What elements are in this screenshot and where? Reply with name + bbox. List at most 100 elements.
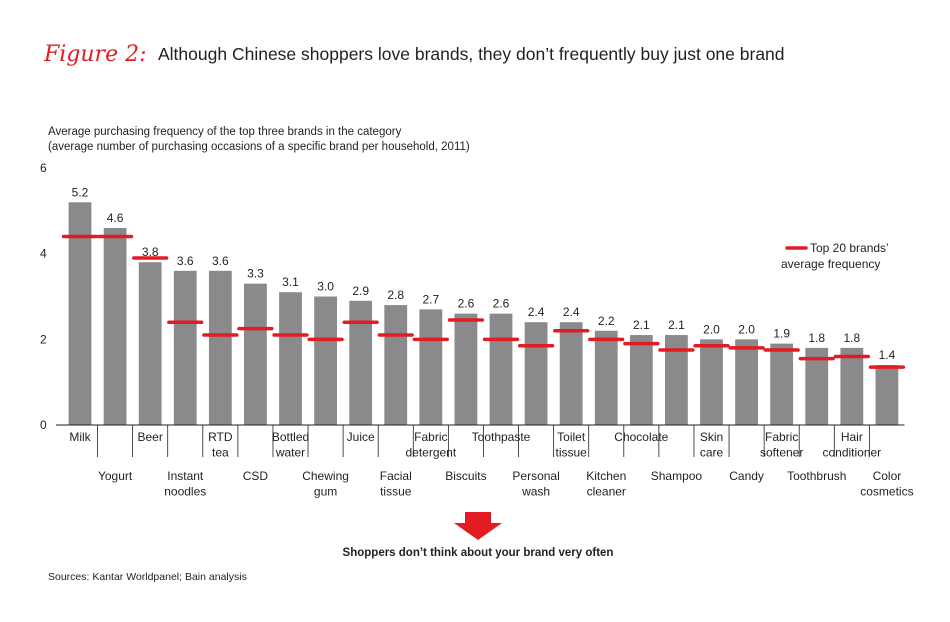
category-label: Chewing [302, 469, 349, 483]
y-tick-label: 6 [40, 161, 47, 175]
bar-value-label: 3.0 [317, 280, 334, 294]
category-label: care [700, 446, 724, 460]
bar [384, 305, 408, 425]
category-label: wash [521, 485, 550, 499]
bar [524, 322, 548, 425]
category-label: Yogurt [98, 469, 133, 483]
category-label: noodles [164, 485, 206, 499]
bar [419, 309, 443, 425]
bar [770, 343, 794, 425]
category-label: Color [873, 469, 902, 483]
y-tick-label: 4 [40, 247, 47, 261]
bar-value-label: 1.4 [879, 348, 896, 362]
x-axis-ticks [97, 425, 870, 457]
category-label: Biscuits [445, 469, 486, 483]
category-label: Facial [380, 469, 412, 483]
category-label: tea [212, 446, 229, 460]
bar [279, 292, 302, 425]
bar [454, 313, 478, 425]
bar [629, 335, 653, 425]
category-label: Toilet [557, 430, 586, 444]
bar [594, 330, 618, 425]
category-label: gum [314, 485, 337, 499]
bar-value-label: 2.0 [738, 322, 755, 336]
category-label: Beer [137, 430, 162, 444]
bar [173, 270, 197, 425]
bar-value-label: 1.8 [843, 331, 860, 345]
bar [840, 347, 864, 425]
category-label: water [275, 446, 305, 460]
category-label: Candy [729, 469, 764, 483]
category-label: Kitchen [586, 469, 626, 483]
bar [665, 335, 688, 425]
category-label: tissue [555, 446, 587, 460]
bar-value-label: 2.6 [493, 297, 510, 311]
bar-value-label: 4.6 [107, 211, 124, 225]
chart-subtitle-line2: (average number of purchasing occasions … [48, 141, 470, 153]
y-tick-label: 2 [40, 332, 47, 346]
figure-title: Although Chinese shoppers love brands, t… [158, 44, 785, 64]
category-label: detergent [405, 446, 456, 460]
figure-label: Figure 2: [43, 42, 147, 67]
category-label: Toothbrush [787, 469, 846, 483]
bar-value-label: 2.4 [528, 305, 545, 319]
bar-value-label: 3.3 [247, 267, 264, 281]
bar [875, 365, 899, 425]
bar-value-label: 2.2 [598, 314, 615, 328]
bar [244, 283, 267, 425]
category-label: CSD [243, 469, 269, 483]
bar [735, 339, 758, 425]
y-axis: 0 2 4 6 [40, 161, 47, 432]
category-label: Toothpaste [472, 430, 531, 444]
category-labels: Milk Yogurt Beer Instant noodles RTD tea CSD Bot… [69, 430, 913, 499]
bar-value-label: 2.1 [633, 318, 650, 332]
bar-value-label: 2.7 [422, 292, 439, 306]
source-note: Sources: Kantar Worldpanel; Bain analysi… [48, 571, 247, 583]
category-label: Fabric [765, 430, 798, 444]
category-label: Milk [69, 430, 91, 444]
bar [349, 300, 373, 425]
category-label: Hair [841, 430, 863, 444]
bar-series [68, 202, 899, 425]
category-label: Personal [512, 469, 559, 483]
category-label: conditioner [822, 446, 881, 460]
bar [314, 296, 337, 425]
bar-value-label: 2.0 [703, 322, 720, 336]
bar [559, 322, 583, 425]
bar [700, 339, 723, 425]
category-label: softener [760, 446, 803, 460]
legend-label-line1: Top 20 brands’ [810, 241, 888, 255]
bar-value-label: 5.2 [72, 185, 89, 199]
category-label: Skin [700, 430, 723, 444]
value-labels: 5.2 4.6 3.8 3.6 3.6 3.3 3.1 3.0 2.9 2.8 2.7 2.6 2.6 2… [72, 185, 896, 362]
marker-series [61, 234, 906, 369]
category-label: Bottled [272, 430, 309, 444]
category-label: cleaner [587, 485, 626, 499]
down-arrow-icon [454, 512, 502, 540]
category-label: Fabric [414, 430, 447, 444]
bar [138, 262, 162, 425]
legend: Top 20 brands’ average frequency [781, 241, 892, 271]
bar-value-label: 3.6 [177, 254, 194, 268]
legend-label: Top 20 brands’ average frequency [781, 241, 892, 271]
bar-value-label: 2.8 [387, 288, 404, 302]
category-label: tissue [380, 485, 412, 499]
category-label: Instant [167, 469, 204, 483]
bar [68, 202, 92, 425]
legend-label-line2: average frequency [781, 257, 880, 271]
bar-value-label: 3.1 [282, 275, 299, 289]
bar [103, 227, 127, 425]
bar-value-label: 3.6 [212, 254, 229, 268]
bar-value-label: 2.4 [563, 305, 580, 319]
bar [805, 347, 829, 425]
category-label: Chocolate [614, 430, 668, 444]
bar-value-label: 2.9 [352, 284, 369, 298]
bar-value-label: 2.6 [458, 297, 475, 311]
bar-value-label: 1.9 [773, 327, 790, 341]
category-label: RTD [208, 430, 233, 444]
category-label: cosmetics [860, 485, 913, 499]
bar-value-label: 1.8 [808, 331, 825, 345]
bar-value-label: 3.8 [142, 245, 159, 259]
bar [489, 313, 513, 425]
